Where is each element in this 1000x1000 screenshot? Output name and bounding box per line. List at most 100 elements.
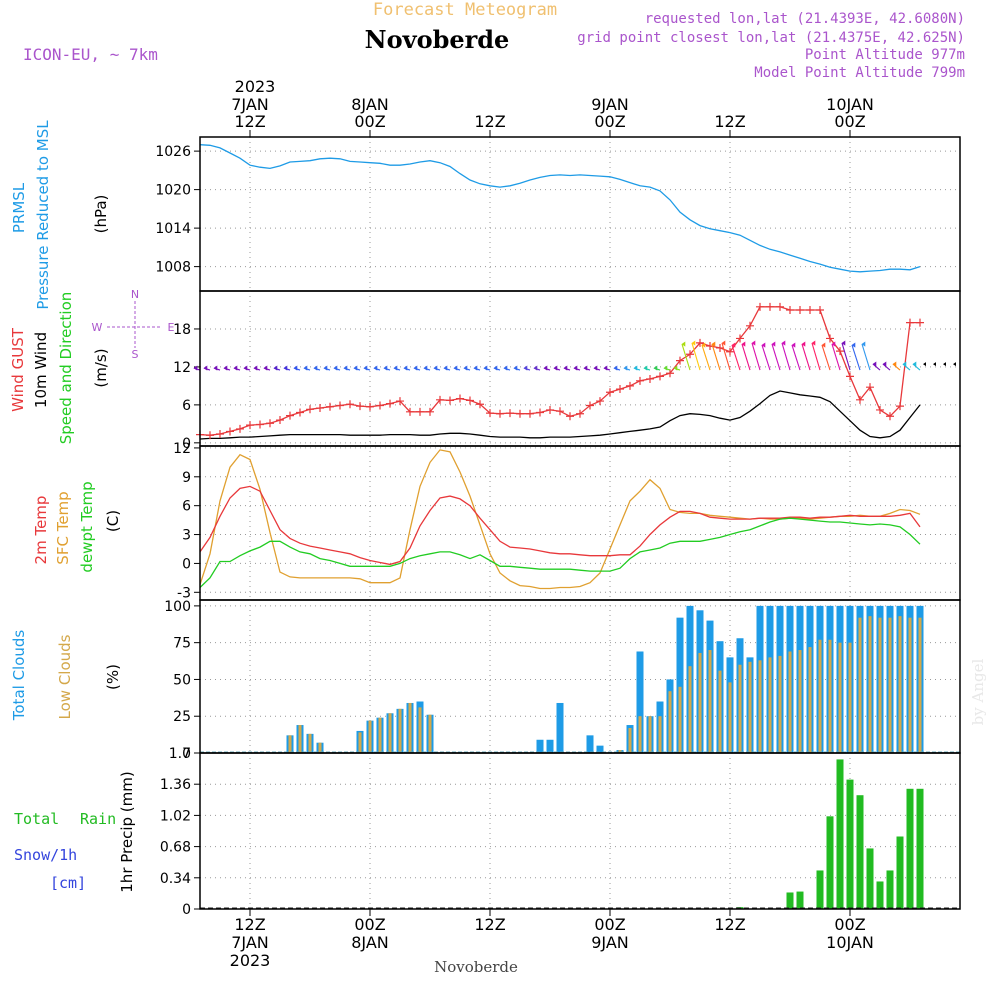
wind-arrow-head [523, 365, 528, 371]
low-cloud-bar [828, 639, 832, 753]
gust-marker [836, 347, 844, 356]
total-cloud-bar [546, 739, 554, 753]
bottom-tick-date: 8JAN [351, 933, 389, 952]
low-cloud-bar [698, 652, 702, 753]
wind-arrow-head [543, 365, 548, 371]
wind-arrow-head [711, 341, 716, 347]
y-tick-label: 0 [182, 556, 191, 572]
gust-marker [876, 405, 884, 414]
requested-coords: requested lon,lat (21.4393E, 42.6080N) [645, 11, 965, 27]
gust-marker [776, 302, 784, 311]
compass-north: N [131, 288, 139, 301]
label-wind-gust: Wind GUST [9, 327, 27, 412]
wind-direction-arrow [731, 344, 741, 371]
wind-arrow-head [791, 342, 796, 348]
gust-marker [666, 369, 674, 378]
y-tick-label: 0.34 [160, 871, 191, 887]
label-temp-unit: (C) [104, 510, 122, 532]
low-cloud-bar [788, 651, 792, 753]
y-tick-label: 50 [173, 672, 191, 688]
wind-arrow-head [751, 340, 756, 346]
total-cloud-bar [676, 617, 684, 753]
gust-marker [786, 305, 794, 314]
gust-marker [736, 334, 744, 343]
low-cloud-bar [738, 664, 742, 753]
panel-2: 0 6 12 18 [173, 290, 961, 452]
label-dewpt-temp: dewpt Temp [78, 481, 96, 572]
gust-marker [366, 402, 374, 411]
gust-marker [686, 350, 694, 359]
low-cloud-bar [638, 716, 642, 753]
low-cloud-bar [648, 716, 652, 753]
y-tick-label: 1020 [155, 183, 191, 199]
low-cloud-bar [318, 742, 322, 753]
label-prmsl-long: Pressure Reduced to MSL [34, 120, 52, 310]
rain-bar [836, 759, 844, 909]
wind-arrow-head [413, 365, 418, 371]
wind-arrow-head [253, 365, 258, 371]
low-cloud-bar [428, 714, 432, 753]
gust-marker [466, 396, 474, 405]
gust-marker [616, 385, 624, 394]
wind-arrow-head [953, 362, 956, 367]
label-prmsl: PRMSL [10, 182, 28, 233]
wind-direction-arrow [861, 343, 871, 371]
label-sfc-temp: SFC Temp [54, 491, 72, 564]
wind-arrow-head [841, 340, 846, 346]
wind-arrow-head [701, 342, 706, 348]
wind-direction-arrow [831, 343, 841, 371]
wind-arrow-head [861, 341, 866, 347]
bottom-tick-hour: 12Z [714, 915, 745, 934]
label-low-clouds: Low Clouds [56, 634, 74, 719]
gust-marker [486, 409, 494, 418]
low-cloud-bar [398, 708, 402, 753]
wind-arrow-head [533, 365, 538, 371]
wind-arrow-head [453, 365, 458, 371]
compass-south: S [132, 348, 139, 361]
wind-arrow-head [353, 365, 358, 371]
y-tick-label: 6 [182, 499, 191, 515]
label-10m-wind: 10m Wind [32, 332, 50, 408]
low-cloud-bar [668, 691, 672, 753]
wind-direction-arrow [953, 364, 960, 370]
sfc-temp-line [199, 449, 921, 590]
wind-arrow-head [912, 361, 917, 367]
y-tick-label: 0 [182, 902, 191, 918]
gust-marker [256, 420, 264, 429]
top-tick-hour: 12Z [714, 112, 745, 131]
panel-1: 1008 1014 1020 1026 [155, 136, 961, 292]
model-name: ICON-EU, ~ 7km [23, 45, 158, 64]
wind-arrow-head [681, 341, 686, 347]
y-tick-label: 6 [182, 398, 191, 414]
bottom-tick-hour: 00Z [594, 915, 625, 934]
gust-marker [636, 376, 644, 385]
wind-arrow-head [203, 365, 208, 371]
bottom-tick-hour: 12Z [474, 915, 505, 934]
gust-marker [566, 412, 574, 421]
panel-frame [199, 599, 961, 754]
wind-arrow-head [423, 365, 428, 371]
gust-marker [326, 402, 334, 411]
panel-4: 0 25 50 75 100 [164, 599, 961, 762]
wind-arrow-head [213, 365, 218, 371]
wind-arrow-head [553, 365, 558, 371]
gust-marker [916, 318, 924, 327]
gust-marker [826, 334, 834, 343]
gust-marker [546, 405, 554, 414]
wind-arrow-head [663, 365, 668, 371]
wind-arrow-head [473, 365, 478, 371]
gust-marker [426, 407, 434, 416]
wind-arrow-head [503, 365, 508, 371]
chart-title: Forecast Meteogram [373, 0, 557, 20]
y-tick-label: 18 [173, 322, 191, 338]
low-cloud-bar [728, 682, 732, 753]
gust-marker [766, 302, 774, 311]
gust-marker [266, 419, 274, 428]
y-tick-label: 100 [164, 599, 191, 615]
gust-marker [476, 400, 484, 409]
y-tick-label: 0 [182, 746, 191, 762]
wind-arrow-head [313, 365, 318, 371]
gust-marker [586, 401, 594, 410]
wind-direction-arrow [681, 343, 691, 371]
location-title: Novoberde [365, 25, 510, 54]
